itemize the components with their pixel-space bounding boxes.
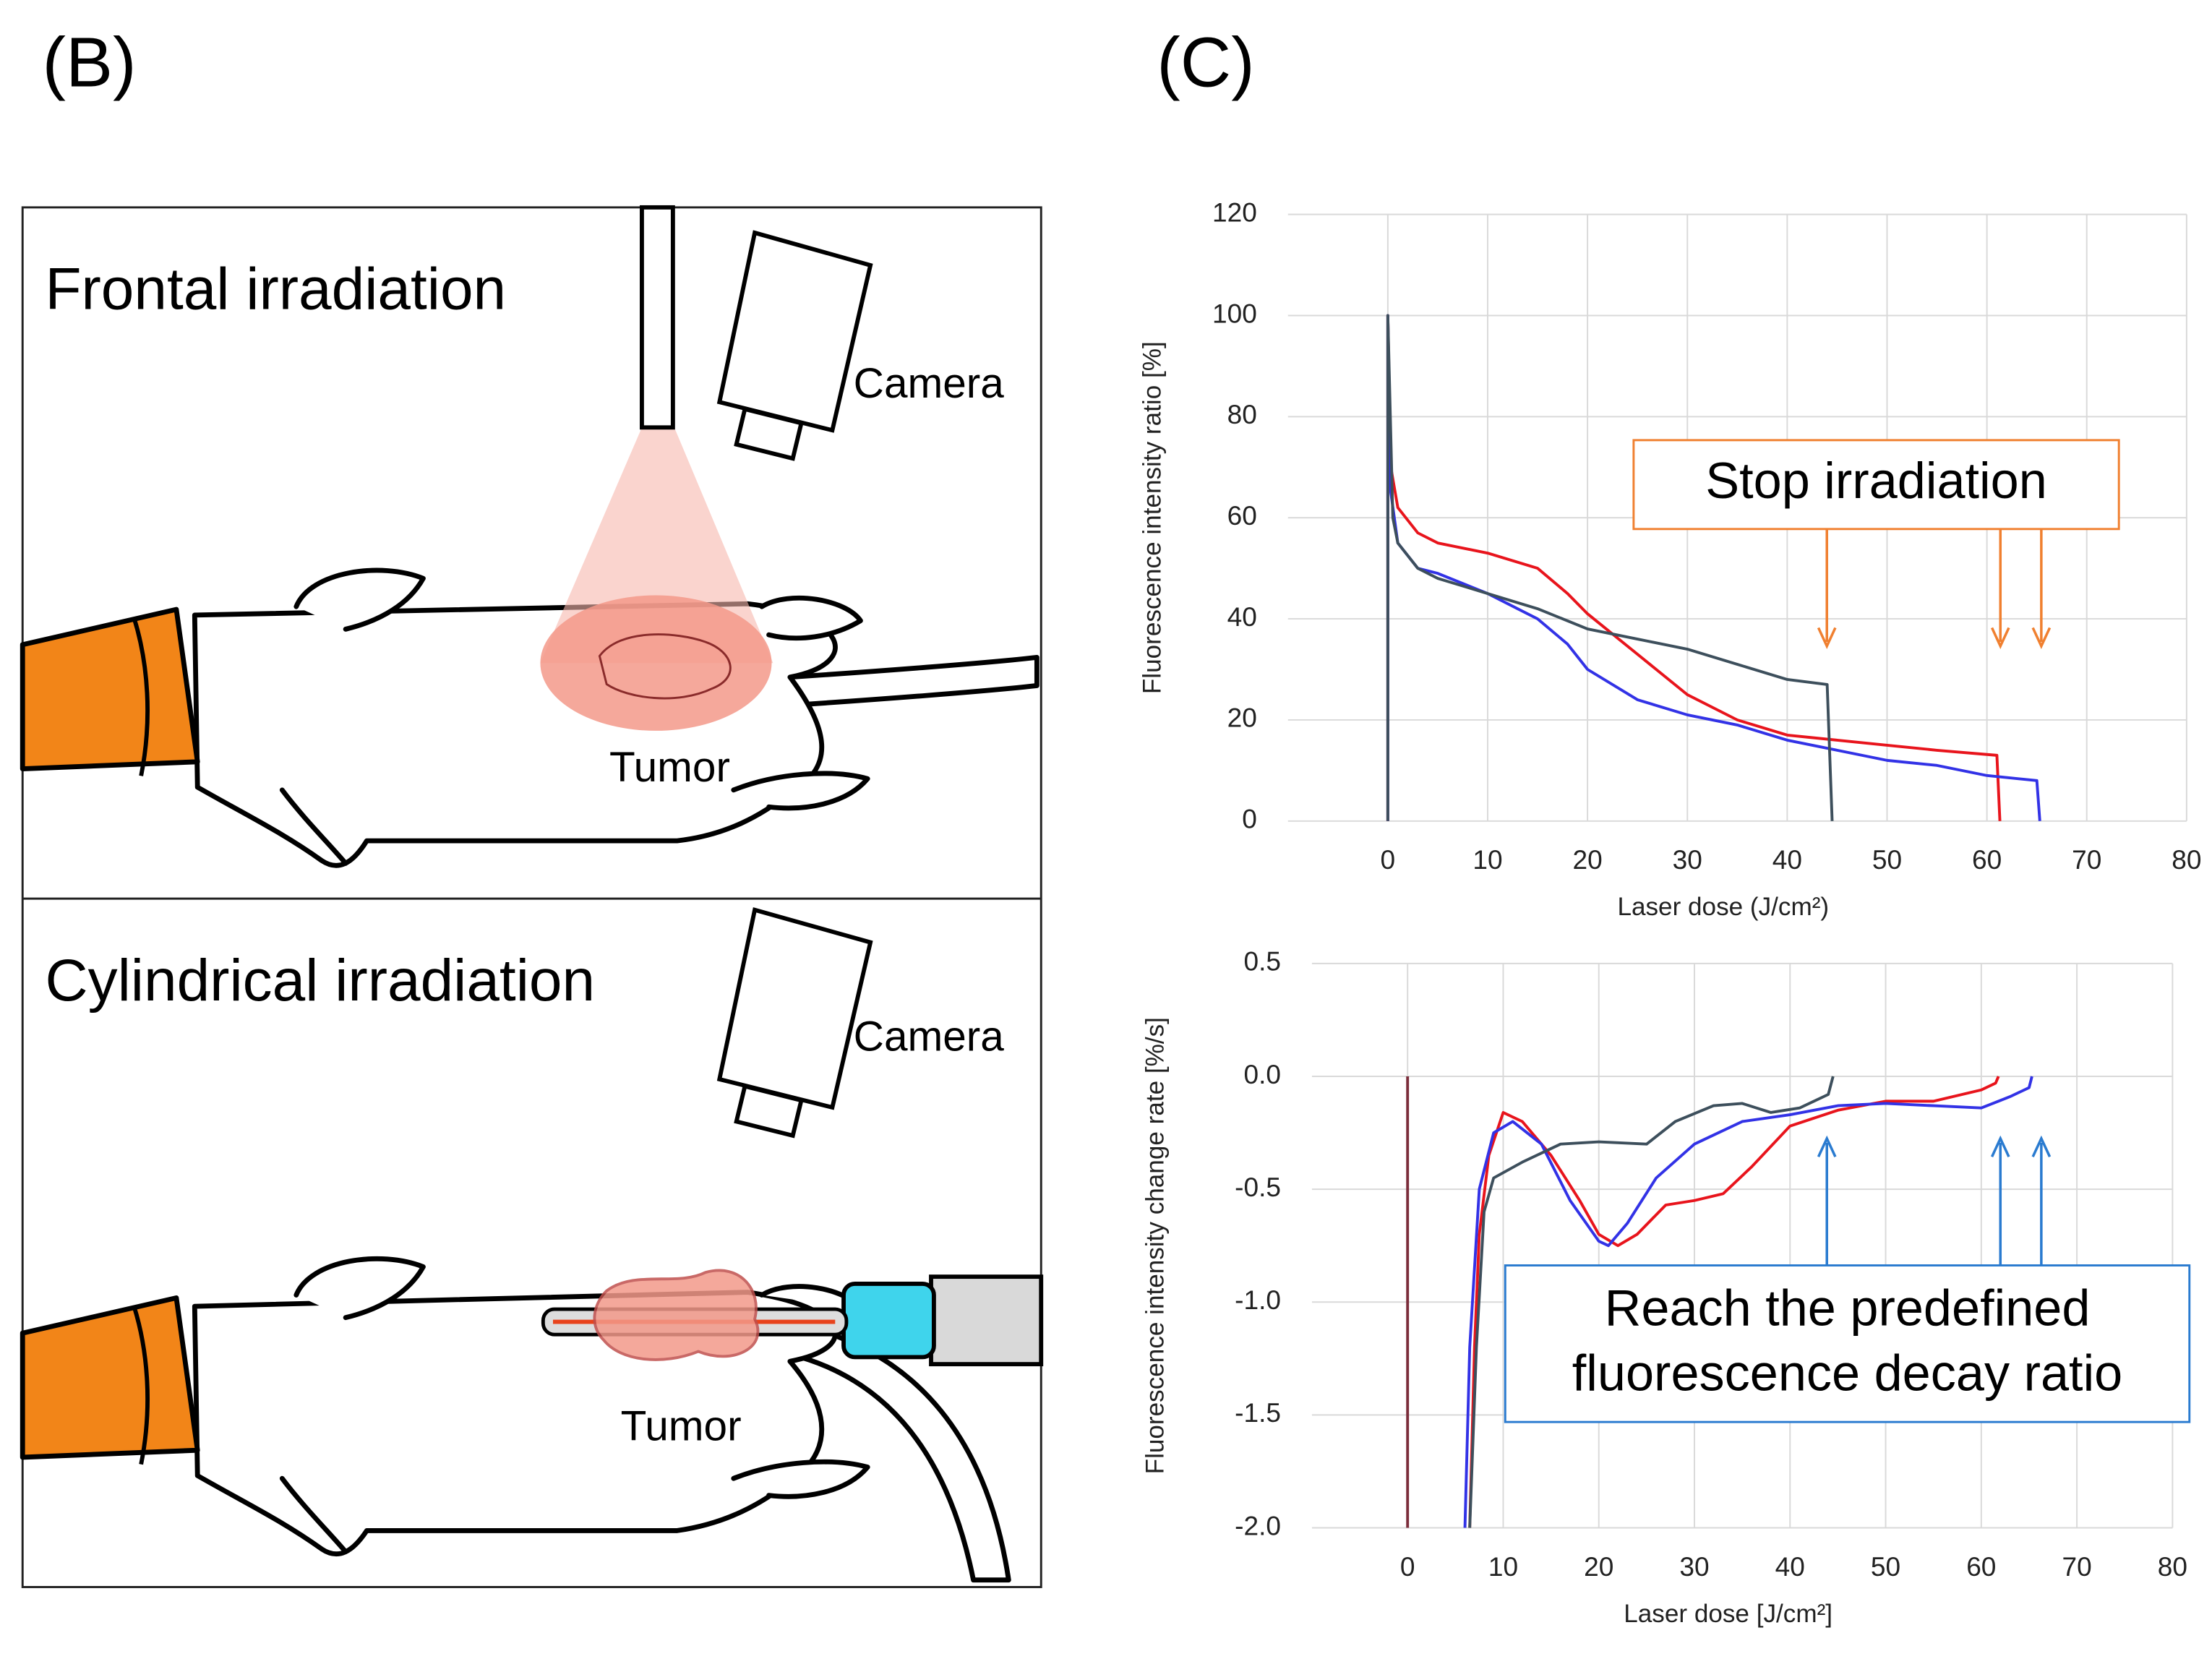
y-tick-label: 40 (1227, 601, 1257, 632)
x-tick-label: 40 (1772, 844, 1802, 875)
x-tick-label: 70 (2072, 844, 2101, 875)
annotation: fluorescence decay ratio (1572, 1344, 2122, 1401)
x-tick-label: 80 (2158, 1551, 2187, 1582)
annotation-box (1632, 439, 2120, 531)
chart: 0 20 40 60 80 100 120 0 10 20 30 40 50 60 70 80 Laser do… (1139, 197, 2202, 921)
mouse-frontal (20, 205, 1039, 868)
x-tick-label: 30 (1673, 844, 1702, 875)
diagram-title: Frontal irradiation (45, 257, 506, 322)
y-tick-label: -2.0 (1235, 1510, 1281, 1540)
y-axis-label: Fluorescence intensity change rate [%/s] (1141, 1017, 1170, 1474)
x-tick-label: 50 (1871, 1551, 1900, 1582)
y-tick-label: 20 (1227, 703, 1257, 733)
y-tick-label: 0 (1242, 804, 1257, 834)
y-tick-label: -0.5 (1235, 1172, 1281, 1202)
annotation: Stop irradiation (1705, 452, 2047, 509)
x-tick-label: 0 (1381, 844, 1396, 875)
data-line (1468, 1076, 1835, 1528)
plot-area (1311, 963, 2173, 1528)
annotation-box (1504, 1264, 2191, 1423)
x-tick-label: 10 (1488, 1551, 1518, 1582)
data-line (1386, 314, 1834, 821)
y-tick-label: 80 (1227, 399, 1257, 429)
data-line (1463, 1076, 2033, 1528)
x-tick-label: 40 (1775, 1551, 1805, 1582)
data-line (1468, 1076, 2000, 1528)
y-tick-label: -1.5 (1235, 1397, 1281, 1428)
x-axis-label: Laser dose (J/cm²) (1617, 893, 1829, 921)
y-tick-label: 60 (1227, 500, 1257, 531)
x-tick-label: 60 (1966, 1551, 1996, 1582)
panel-label: (B) (43, 22, 137, 101)
x-tick-label: 20 (1584, 1551, 1613, 1582)
x-tick-label: 10 (1472, 844, 1502, 875)
camera-label: Camera (854, 360, 1005, 407)
tumor-label: Tumor (609, 744, 730, 791)
x-tick-label: 70 (2062, 1551, 2091, 1582)
y-tick-label: -1.0 (1235, 1285, 1281, 1315)
x-tick-label: 20 (1573, 844, 1603, 875)
x-tick-label: 60 (1972, 844, 2002, 875)
x-tick-label: 80 (2172, 844, 2201, 875)
diagram: Frontal irradiation Camera Tumor Cylindr… (20, 205, 1044, 1588)
y-tick-label: 0.5 (1243, 946, 1281, 977)
y-tick-label: 120 (1212, 197, 1257, 227)
y-tick-label: 0.0 (1243, 1059, 1281, 1089)
annotation: Reach the predefined (1605, 1279, 2091, 1336)
stop-arrows (1817, 528, 2052, 649)
x-tick-label: 50 (1872, 844, 1902, 875)
y-axis-label: Fluorescence intensity ratio [%] (1139, 341, 1167, 694)
diagram-title: Cylindrical irradiation (45, 948, 595, 1013)
data-line (1386, 314, 2002, 821)
x-axis-label: Laser dose [J/cm²] (1624, 1600, 1832, 1628)
mouse-cylindrical (20, 907, 1044, 1583)
x-tick-label: 30 (1679, 1551, 1709, 1582)
reach-arrows (1817, 1135, 2052, 1266)
chart: -2.0 -1.5 -1.0 -0.5 0.0 0.5 0 10 20 30 40 50 60 70 80 L… (1141, 946, 2191, 1628)
tumor-label: Tumor (621, 1402, 742, 1449)
camera-label: Camera (854, 1013, 1005, 1060)
y-tick-label: 100 (1212, 298, 1257, 328)
panel-label: (C) (1157, 22, 1254, 101)
x-tick-label: 0 (1400, 1551, 1415, 1582)
